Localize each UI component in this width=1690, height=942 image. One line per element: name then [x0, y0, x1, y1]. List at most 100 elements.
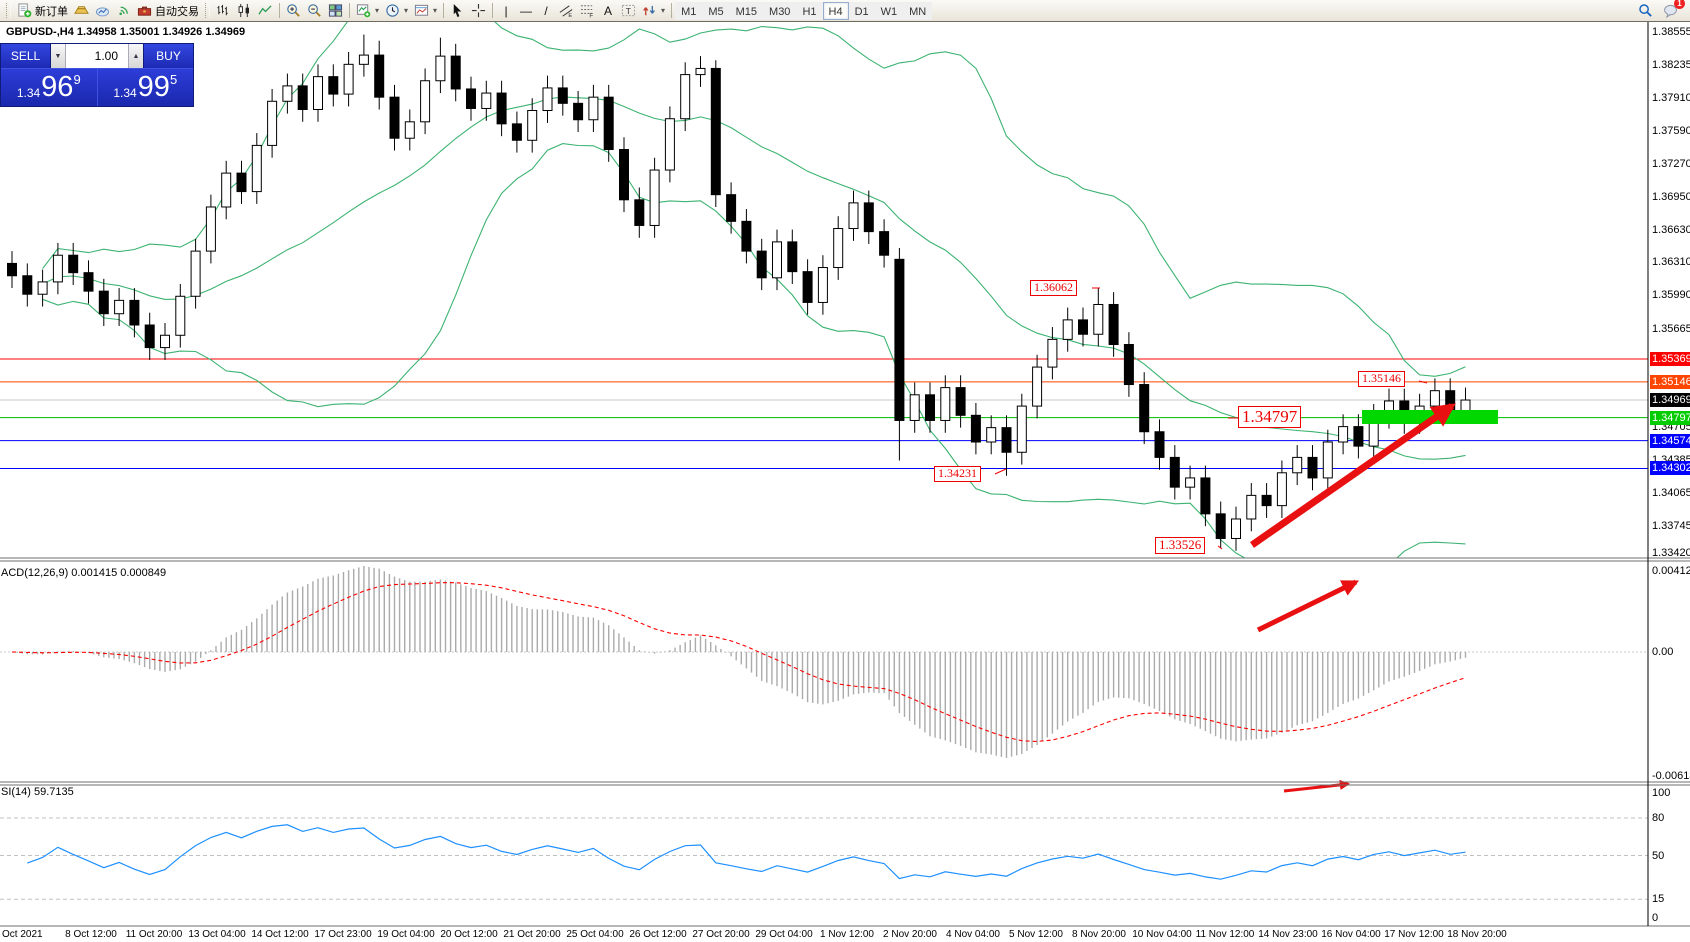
price-axis[interactable]: 1.38555 1.38235 1.37910 1.37590 1.37270 1.369…	[1650, 22, 1690, 942]
rsi-tick: 80	[1652, 812, 1665, 824]
vertical-line-icon: |	[504, 3, 508, 18]
volume-input[interactable]	[66, 44, 128, 68]
toolbox-icon	[137, 6, 152, 16]
arrows-button[interactable]	[639, 1, 668, 21]
auto-trading-label: 自动交易	[155, 5, 199, 18]
timeframe-D1-button[interactable]: D1	[848, 1, 875, 20]
chart-canvas[interactable]	[0, 22, 1690, 942]
horizontal-line-icon: —	[520, 3, 533, 18]
fibonacci-button[interactable]: F	[577, 1, 598, 21]
time-tick: 27 Oct 20:00	[692, 929, 750, 940]
text-icon: A	[604, 3, 613, 18]
time-tick: Oct 2021	[2, 929, 43, 940]
indicators-icon	[356, 4, 371, 18]
auto-trading-button[interactable]: 自动交易	[134, 1, 202, 21]
tile-windows-button[interactable]	[325, 1, 346, 21]
notification-badge: 1	[1674, 0, 1685, 9]
timeframe-M30-button[interactable]: M30	[763, 1, 797, 20]
text-label-button[interactable]: T	[618, 1, 639, 21]
buy-price-prefix: 1.34	[113, 86, 137, 100]
clock-icon	[386, 4, 399, 17]
gold-ingot-button[interactable]	[71, 1, 92, 21]
zoom-in-button[interactable]	[283, 1, 304, 21]
toolbar-grip[interactable]	[6, 3, 11, 18]
rsi-tick: 50	[1652, 849, 1665, 862]
annotation-price-label: 1.33526	[1155, 537, 1206, 554]
cloud-chart-icon	[95, 7, 110, 17]
vertical-line-button[interactable]: |	[496, 1, 516, 21]
zoom-out-icon	[308, 4, 321, 17]
price-tick: 1.36310	[1652, 256, 1690, 269]
horizontal-line-button[interactable]: —	[516, 1, 536, 21]
toolbar-grip[interactable]	[205, 3, 210, 18]
svg-text:F: F	[589, 13, 593, 18]
price-level-label: 1.35369	[1650, 351, 1690, 366]
signal-icon	[119, 6, 128, 16]
sell-price-big: 96	[41, 71, 74, 103]
notifications-button[interactable]: 1	[1660, 0, 1685, 21]
annotation-price-label: 1.36062	[1030, 280, 1077, 296]
crosshair-button[interactable]	[468, 1, 489, 21]
text-button[interactable]: A	[598, 1, 618, 21]
price-tick: 1.34065	[1652, 486, 1690, 499]
equidistant-channel-button[interactable]: E	[556, 1, 577, 21]
price-tick: 1.33745	[1652, 519, 1690, 532]
zoom-out-button[interactable]	[304, 1, 325, 21]
candlestick-chart-button[interactable]	[234, 1, 255, 21]
rsi-tick: 15	[1652, 893, 1665, 906]
bar-chart-button[interactable]	[213, 1, 234, 21]
time-tick: 8 Oct 12:00	[65, 929, 117, 940]
line-chart-button[interactable]	[255, 1, 276, 21]
gold-ingot-icon	[74, 6, 89, 14]
sell-button[interactable]: SELL	[1, 44, 50, 68]
periods-button[interactable]	[382, 1, 411, 21]
new-order-button[interactable]: 新订单	[14, 1, 71, 21]
price-level-label: 1.34797	[1650, 410, 1690, 425]
timeframe-W1-button[interactable]: W1	[874, 1, 904, 20]
sell-price-prefix: 1.34	[16, 86, 41, 100]
search-button[interactable]	[1635, 1, 1656, 21]
price-tick: 1.35665	[1652, 322, 1690, 335]
search-icon	[1639, 4, 1652, 17]
sell-price[interactable]: 1.34 96 9	[1, 69, 98, 106]
price-level-label: 1.34574	[1650, 433, 1690, 448]
time-tick: 17 Nov 12:00	[1384, 929, 1444, 940]
price-tick: 1.33420	[1652, 547, 1690, 559]
timeframe-M1-button[interactable]: M1	[675, 1, 703, 20]
timeframe-M5-button[interactable]: M5	[702, 1, 730, 20]
time-tick: 11 Nov 12:00	[1195, 929, 1255, 940]
timeframe-H4-button[interactable]: H4	[822, 1, 849, 20]
buy-price-pip: 5	[169, 72, 178, 87]
price-tick: 1.37270	[1652, 157, 1690, 170]
svg-text:T: T	[626, 6, 631, 16]
buy-button[interactable]: BUY	[144, 44, 193, 68]
chart-window[interactable]: GBPUSD-,H4 1.34958 1.35001 1.34926 1.349…	[0, 22, 1690, 942]
fibonacci-icon: F	[580, 5, 593, 18]
time-tick: 11 Oct 20:00	[125, 929, 183, 940]
volume-increase-button[interactable]: ▲	[128, 44, 143, 68]
rsi-indicator-label: SI(14) 59.7135	[1, 786, 74, 798]
price-tick: 1.36950	[1652, 190, 1690, 203]
cursor-button[interactable]	[447, 1, 468, 21]
arrows-tool-icon	[643, 5, 655, 16]
volume-decrease-button[interactable]: ▼	[51, 44, 66, 68]
buy-price[interactable]: 1.34 99 5	[97, 69, 193, 106]
indicators-button[interactable]	[353, 1, 382, 21]
web-terminal-button[interactable]	[92, 1, 113, 21]
timeframe-MN-button[interactable]: MN	[903, 1, 933, 20]
templates-button[interactable]	[411, 1, 440, 21]
time-axis[interactable]: Oct 2021 8 Oct 12:00 11 Oct 20:00 13 Oct 04…	[0, 928, 1648, 942]
macd-tick: 0.004128	[1652, 565, 1690, 577]
price-level-label: 1.34302	[1650, 461, 1690, 476]
trendline-button[interactable]: /	[536, 1, 556, 21]
volume-stepper: ▼ ▲	[50, 44, 144, 68]
signals-button[interactable]	[113, 1, 134, 21]
time-tick: 13 Oct 04:00	[188, 929, 246, 940]
timeframe-H1-button[interactable]: H1	[796, 1, 823, 20]
main-toolbar: 新订单 自动交易 |	[0, 0, 1690, 22]
line-chart-icon	[258, 5, 272, 15]
new-order-icon	[18, 3, 32, 18]
time-tick: 17 Oct 23:00	[314, 929, 372, 940]
timeframe-M15-button[interactable]: M15	[729, 1, 764, 20]
